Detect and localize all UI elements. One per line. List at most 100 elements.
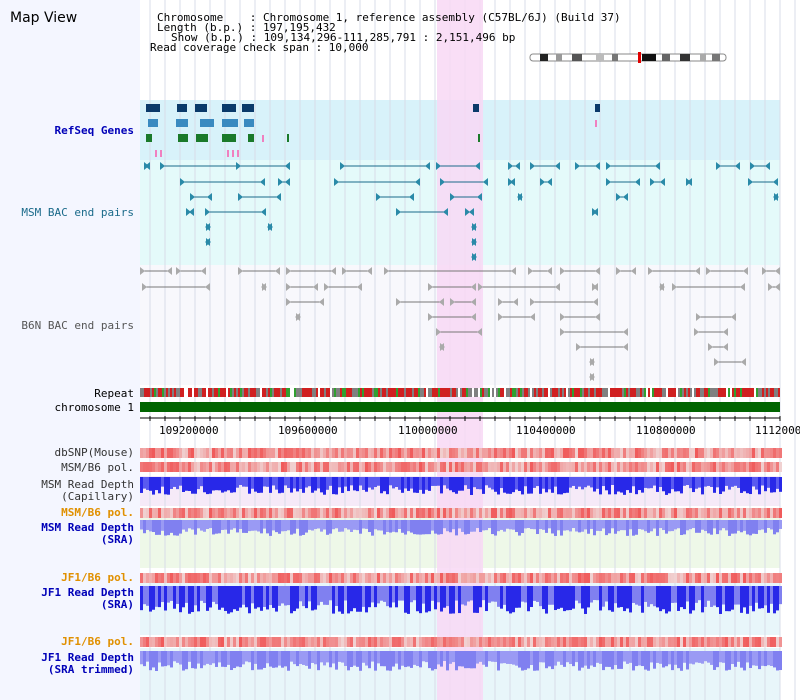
polymorphism-cell [209,462,212,472]
read-depth-bar [485,586,488,612]
polymorphism-cell [164,637,167,647]
polymorphism-cell [521,573,524,583]
polymorphism-cell [758,462,761,472]
repeat-element [630,388,632,397]
polymorphism-cell [479,573,482,583]
b6n-bac-end [238,267,243,275]
read-depth-bar [713,520,716,529]
read-depth-bar [773,520,776,535]
track-label-b6n-bac[interactable]: B6N BAC end pairs [21,319,134,332]
polymorphism-cell [515,573,518,583]
read-depth-bar [611,651,614,670]
read-depth-bar [494,477,497,492]
polymorphism-cell [749,573,752,583]
read-depth-bar [620,477,623,493]
msm-bac-end [471,238,476,246]
track-label-msm-b6-pol-2[interactable]: MSM/B6 pol. [61,506,134,519]
read-depth-bar [356,477,359,492]
polymorphism-cell [524,573,527,583]
polymorphism-cell [329,573,332,583]
track-label-jf1-b6-pol[interactable]: JF1/B6 pol. [61,571,134,584]
polymorphism-cell [713,448,716,458]
polymorphism-cell [305,462,308,472]
track-label-jf1-read-depth-trim[interactable]: JF1 Read Depth [41,651,134,664]
msm-bac-end [205,223,210,231]
polymorphism-cell [251,508,254,518]
read-depth-bar [641,651,644,667]
polymorphism-cell [236,508,239,518]
polymorphism-cell [170,508,173,518]
read-depth-bar [650,477,653,489]
msm-bac-end [595,162,600,170]
read-depth-bar [152,477,155,495]
repeat-element [590,388,592,397]
track-label-msm-read-depth-cap[interactable]: MSM Read Depth [41,478,134,491]
repeat-element [666,388,668,397]
read-depth-bar [608,586,611,611]
repeat-element [240,388,242,397]
read-depth-bar [662,586,665,610]
read-depth-bar [464,586,467,606]
read-depth-bar [188,520,191,529]
polymorphism-cell [455,508,458,518]
b6n-bac-end [342,267,347,275]
read-depth-bar [536,477,539,487]
track-label-jf1-read-depth-sra[interactable]: JF1 Read Depth [41,586,134,599]
ideogram-band [700,54,706,61]
polymorphism-cell [314,573,317,583]
polymorphism-cell [158,637,161,647]
polymorphism-cell [494,462,497,472]
polymorphism-cell [164,448,167,458]
read-depth-bar [461,586,464,605]
read-depth-bar [380,651,383,667]
read-depth-bar [608,520,611,534]
repeat-element [290,388,292,397]
read-depth-bar [767,520,770,529]
polymorphism-cell [473,448,476,458]
polymorphism-cell [152,462,155,472]
b6n-bac-end [659,283,664,291]
polymorphism-cell [680,508,683,518]
polymorphism-cell [485,573,488,583]
repeat-element [230,388,232,397]
read-depth-bar [638,586,641,606]
track-label-repeat[interactable]: Repeat [94,387,134,400]
track-label-msm-bac[interactable]: MSM BAC end pairs [21,206,134,219]
read-depth-bar [728,477,731,490]
repeat-element [202,388,204,397]
read-depth-bar [410,586,413,603]
polymorphism-cell [518,637,521,647]
polymorphism-cell [665,448,668,458]
read-depth-bar [581,651,584,668]
polymorphism-cell [371,637,374,647]
polymorphism-cell [401,448,404,458]
repeat-element [404,388,406,397]
polymorphism-cell [761,448,764,458]
track-label-refseq-genes[interactable]: RefSeq Genes [54,124,134,137]
read-depth-bar [509,651,512,664]
read-depth-bar [404,477,407,489]
repeat-element [426,388,428,397]
polymorphism-cell [755,573,758,583]
polymorphism-cell [257,637,260,647]
repeat-element [544,388,546,397]
polymorphism-cell [215,448,218,458]
track-label-dbsnp[interactable]: dbSNP(Mouse) [54,446,134,459]
track-label-jf1-b6-pol-2[interactable]: JF1/B6 pol. [61,635,134,648]
track-label-msm-read-depth-sra[interactable]: MSM Read Depth [41,521,134,534]
read-depth-bar [332,651,335,664]
read-depth-bar [368,586,371,608]
read-depth-bar [404,586,407,613]
repeat-element [170,388,172,397]
polymorphism-cell [272,637,275,647]
repeat-element [480,388,482,397]
b6n-bac-end [530,298,535,306]
read-depth-bar [449,651,452,664]
repeat-element [310,388,312,397]
track-label-chromosome[interactable]: chromosome 1 [54,401,134,414]
read-depth-bar [674,651,677,665]
polymorphism-cell [626,462,629,472]
polymorphism-cell [773,448,776,458]
track-label-msm-b6-pol[interactable]: MSM/B6 pol. [61,461,134,474]
